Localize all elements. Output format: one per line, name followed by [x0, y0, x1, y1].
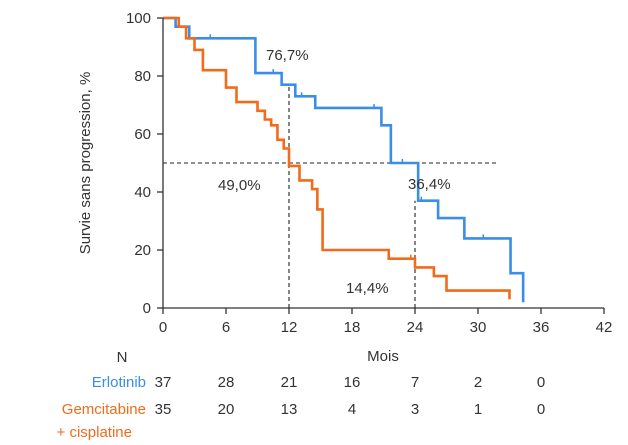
x-tick-label: 6 [222, 319, 230, 336]
annotation-gemcitabine-12m: 49,0% [218, 177, 261, 194]
risk-row-label-gemcitabine: Gemcitabine [62, 401, 146, 418]
y-tick-label: 40 [134, 184, 151, 201]
risk-value: 3 [411, 401, 419, 418]
y-tick-label: 80 [134, 68, 151, 85]
risk-value: 1 [474, 401, 482, 418]
y-tick-label: 0 [143, 300, 151, 317]
risk-table: N Erlotinib Gemcitabine + cisplatine 37 2… [57, 349, 546, 441]
risk-value: 16 [344, 374, 361, 391]
x-tick-label: 0 [159, 319, 167, 336]
survival-curves [163, 16, 525, 303]
x-tick-label: 18 [344, 319, 361, 336]
x-axis-title: Mois [367, 348, 399, 365]
plot-area [163, 16, 525, 308]
risk-value: 13 [281, 401, 298, 418]
risk-value: 28 [218, 374, 235, 391]
y-tick-label: 60 [134, 126, 151, 143]
risk-row-label-erlotinib: Erlotinib [92, 374, 146, 391]
risk-value: 0 [537, 374, 545, 391]
x-tick-label: 42 [596, 319, 613, 336]
risk-value: 4 [348, 401, 356, 418]
risk-value: 35 [155, 401, 172, 418]
reference-lines [163, 84, 497, 308]
curve-gemcitabine-cisplatine [163, 16, 511, 300]
risk-value: 7 [411, 374, 419, 391]
risk-value: 37 [155, 374, 172, 391]
y-ticks: 0 20 40 60 80 100 [126, 10, 163, 317]
x-ticks: 0 6 12 18 24 30 36 42 [159, 308, 613, 336]
x-tick-label: 36 [533, 319, 550, 336]
y-axis-title: Survie sans progression, % [77, 72, 94, 255]
annotation-erlotinib-24m: 36,4% [408, 176, 451, 193]
annotations: 76,7% 49,0% 36,4% 14,4% [218, 47, 451, 297]
risk-value: 21 [281, 374, 298, 391]
annotation-gemcitabine-24m: 14,4% [346, 280, 389, 297]
curve-erlotinib [163, 16, 525, 303]
risk-value: 0 [537, 401, 545, 418]
x-tick-label: 24 [407, 319, 424, 336]
censor-marks [209, 34, 484, 260]
risk-value: 2 [474, 374, 482, 391]
risk-value: 20 [218, 401, 235, 418]
y-tick-label: 20 [134, 242, 151, 259]
x-tick-label: 12 [281, 319, 298, 336]
risk-table-header: N [117, 349, 128, 366]
y-tick-label: 100 [126, 10, 151, 27]
annotation-erlotinib-12m: 76,7% [266, 47, 309, 64]
x-tick-label: 30 [470, 319, 487, 336]
risk-values: 37 28 21 16 7 2 035 20 13 4 3 1 0 [155, 374, 546, 418]
axes: 0 20 40 60 80 100 0 6 12 18 24 30 36 42 Survie sans … [77, 10, 612, 365]
risk-row-label-cisplatine: + cisplatine [57, 424, 132, 441]
